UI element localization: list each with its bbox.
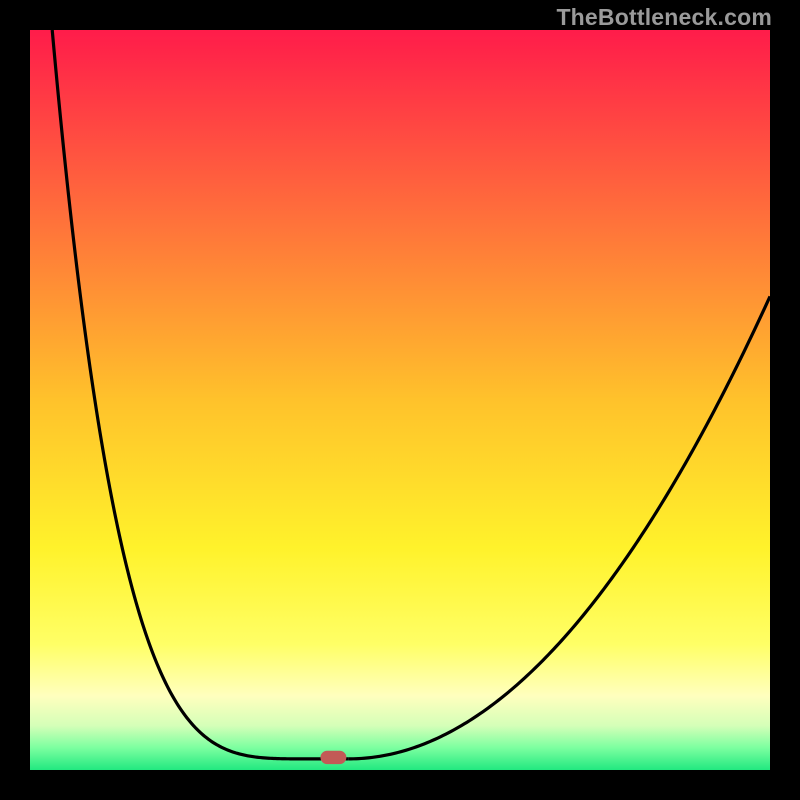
- chart-frame: TheBottleneck.com: [0, 0, 800, 800]
- watermark-text: TheBottleneck.com: [556, 4, 772, 31]
- gradient-background: [30, 30, 770, 770]
- minimum-marker: [320, 751, 346, 764]
- plot-svg: [30, 30, 770, 770]
- plot-area: [30, 30, 770, 770]
